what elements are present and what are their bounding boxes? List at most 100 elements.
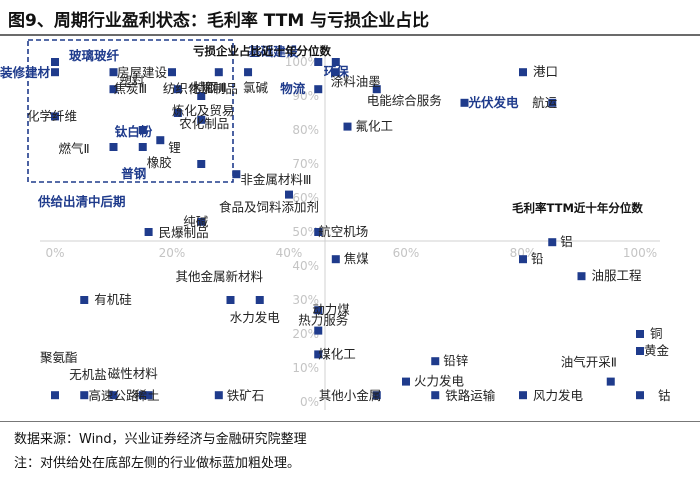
marker-油气开采Ⅱ bbox=[606, 377, 615, 386]
bottom-divider bbox=[0, 421, 700, 422]
marker-化学纤维 bbox=[51, 112, 59, 121]
marker-焦煤 bbox=[331, 255, 340, 264]
label-非金属材料Ⅲ: 非金属材料Ⅲ bbox=[240, 172, 311, 187]
marker-纺织化学制品 bbox=[173, 85, 182, 94]
marker-水泥 bbox=[214, 68, 223, 77]
label-铝: 铝 bbox=[560, 234, 573, 249]
label-普钢: 普钢 bbox=[121, 166, 146, 181]
y-tick-label: 40% bbox=[292, 259, 319, 273]
marker-高速公路 bbox=[109, 391, 118, 400]
marker-聚氨酯 bbox=[51, 391, 59, 400]
marker-塑料 bbox=[109, 68, 118, 77]
marker-基础建设 bbox=[314, 58, 323, 66]
label-基础建设: 基础建设 bbox=[247, 44, 299, 59]
label-热力服务: 热力服务 bbox=[298, 313, 348, 328]
label-铅锌: 铅锌 bbox=[443, 353, 468, 368]
y-tick-label: 20% bbox=[292, 327, 319, 341]
marker-氟化工 bbox=[343, 122, 352, 131]
marker-铜 bbox=[636, 330, 644, 338]
scatter-markers bbox=[51, 58, 644, 400]
y-tick-label: 60% bbox=[292, 191, 319, 205]
label-无机盐: 无机盐 bbox=[69, 367, 107, 382]
label-电能综合服务: 电能综合服务 bbox=[367, 93, 442, 108]
marker-特钢Ⅲ bbox=[197, 92, 206, 100]
marker-焦炭Ⅲ bbox=[109, 85, 118, 94]
point-labels: 玻璃玻纤塑料房屋建设水泥 氯碱 装修建材焦炭Ⅲ 纺织化学制品特钢Ⅲ 炼化及贸易 化学纤维农… bbox=[0, 44, 671, 403]
label-航运: 航运 bbox=[532, 95, 558, 110]
label-高速公路: 高速公路 bbox=[89, 388, 140, 403]
label-涂料油墨: 涂料油墨 bbox=[331, 74, 381, 89]
y-tick-label: 30% bbox=[292, 293, 319, 307]
marker-煤化工 bbox=[314, 350, 323, 359]
marker-燃气Ⅱ bbox=[109, 143, 118, 151]
label-食品及饲料添加剂: 食品及饲料添加剂 bbox=[219, 200, 319, 215]
marker-风力发电 bbox=[519, 391, 527, 400]
label-民爆制品: 民爆制品 bbox=[159, 225, 209, 240]
label-装修建材: 装修建材 bbox=[0, 65, 51, 80]
data-source: 数据来源：Wind，兴业证券经济与金融研究院整理 bbox=[14, 432, 307, 447]
x-tick-label: 60% bbox=[393, 246, 420, 260]
label-燃气Ⅱ: 燃气Ⅱ bbox=[59, 141, 90, 156]
x-tick-label: 100% bbox=[623, 246, 657, 260]
marker-房屋建设 bbox=[168, 68, 176, 77]
label-塑料: 塑料 bbox=[120, 74, 146, 89]
marker-非金属材料Ⅲ bbox=[232, 170, 241, 179]
label-磁性材料: 磁性材料 bbox=[108, 366, 159, 381]
figure-title: 图9、周期行业盈利状态：毛利率 TTM 与亏损企业占比 bbox=[8, 11, 430, 31]
y-tick-label: 70% bbox=[292, 157, 319, 171]
marker-油服工程 bbox=[577, 272, 586, 281]
marker-装修建材 bbox=[51, 68, 59, 77]
marker-航空机场 bbox=[314, 228, 323, 236]
x-tick-label: 0% bbox=[45, 246, 64, 260]
marker-橡胶 bbox=[138, 143, 147, 151]
marker-炼化及贸易 bbox=[173, 109, 182, 117]
marker-航运 bbox=[548, 98, 557, 107]
label-有机硅: 有机硅 bbox=[94, 292, 132, 307]
label-环保: 环保 bbox=[324, 64, 350, 79]
label-钴: 钴 bbox=[658, 388, 671, 403]
marker-纯碱 bbox=[197, 217, 206, 226]
marker-铅锌 bbox=[431, 357, 440, 366]
marker-有机硅 bbox=[80, 296, 89, 304]
label-其他金属新材料: 其他金属新材料 bbox=[176, 269, 264, 284]
marker-无机盐 bbox=[80, 391, 89, 400]
x-tick-label: 20% bbox=[159, 246, 186, 260]
marker-铁矿石 bbox=[214, 391, 223, 400]
marker-铁路运输 bbox=[431, 391, 440, 400]
marker-其他小金属 bbox=[372, 391, 381, 400]
label-煤化工: 煤化工 bbox=[318, 346, 356, 361]
marker-热力服务 bbox=[314, 326, 323, 335]
x-axis-label: 毛利率TTM近十年分位数 bbox=[512, 201, 643, 215]
marker-钛白粉 bbox=[138, 126, 147, 134]
label-钛白粉: 钛白粉 bbox=[115, 124, 153, 139]
x-tick-label: 40% bbox=[276, 246, 303, 260]
label-氟化工: 氟化工 bbox=[356, 119, 394, 134]
y-tick-label: 10% bbox=[292, 361, 319, 375]
marker-动力煤 bbox=[314, 306, 323, 315]
marker-氯碱 bbox=[244, 68, 253, 77]
y-tick-label: 80% bbox=[292, 123, 319, 137]
label-火力发电: 火力发电 bbox=[414, 374, 465, 389]
marker-农化制品 bbox=[197, 115, 206, 124]
label-焦煤: 焦煤 bbox=[344, 251, 370, 266]
highlight-box-layer bbox=[27, 39, 234, 183]
label-炼化及贸易: 炼化及贸易 bbox=[172, 103, 235, 118]
label-橡胶: 橡胶 bbox=[147, 155, 172, 170]
label-纯碱: 纯碱 bbox=[183, 214, 209, 229]
marker-民爆制品 bbox=[144, 228, 153, 236]
y-tick-label: 50% bbox=[292, 225, 319, 239]
label-航空机场: 航空机场 bbox=[318, 224, 368, 239]
label-光伏发电: 光伏发电 bbox=[468, 95, 520, 110]
label-聚氨酯: 聚氨酯 bbox=[40, 350, 78, 365]
footnote: 注：对供给处在底部左侧的行业做标蓝加粗处理。 bbox=[14, 456, 301, 471]
label-动力煤: 动力煤 bbox=[312, 302, 350, 317]
annotation-supply-clearing: 供给出清中后期 bbox=[37, 194, 126, 209]
marker-其他金属新材料 bbox=[226, 296, 235, 304]
label-铅: 铅 bbox=[531, 251, 544, 266]
label-农化制品: 农化制品 bbox=[179, 116, 229, 131]
y-axis-label: 亏损企业占比近十年分位数 bbox=[193, 44, 331, 58]
label-其他小金属: 其他小金属 bbox=[319, 388, 382, 403]
x-tick-label: 80% bbox=[510, 246, 537, 260]
label-物流: 物流 bbox=[280, 81, 306, 96]
label-铜: 铜 bbox=[650, 326, 663, 341]
